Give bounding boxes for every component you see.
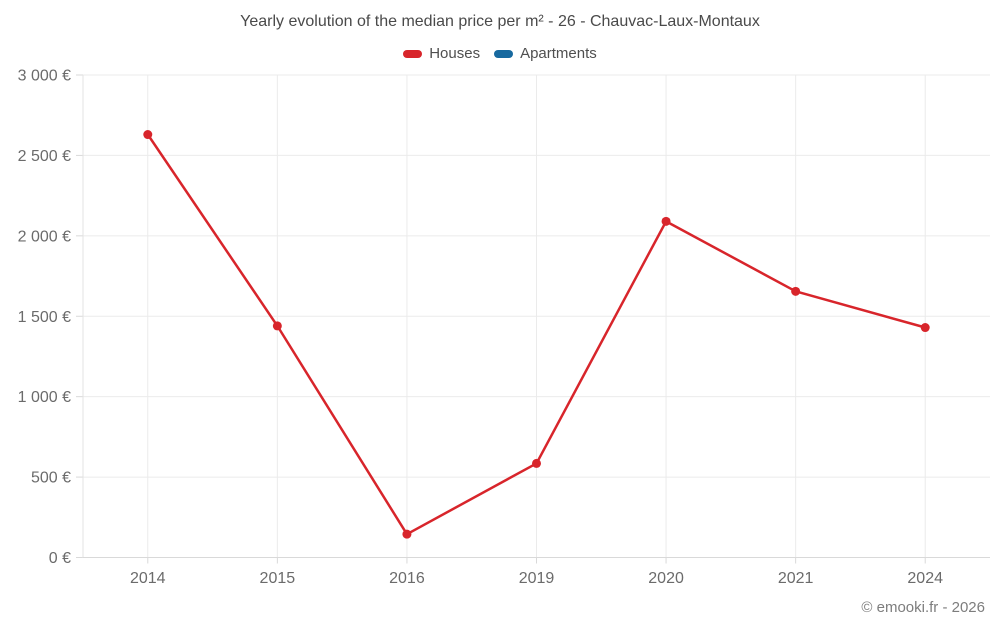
data-point-houses-2015[interactable] bbox=[272, 321, 282, 331]
y-tick-label: 500 € bbox=[31, 470, 71, 487]
data-point-houses-2016[interactable] bbox=[402, 529, 412, 539]
x-tick-label: 2024 bbox=[907, 570, 943, 587]
data-point-houses-2014[interactable] bbox=[143, 130, 153, 140]
data-point-houses-2019[interactable] bbox=[532, 458, 541, 468]
data-point-houses-2021[interactable] bbox=[791, 286, 801, 296]
data-point-houses-2020[interactable] bbox=[661, 216, 671, 226]
legend-swatch-apartments-icon bbox=[494, 49, 514, 58]
y-tick-label: 2 500 € bbox=[18, 148, 71, 165]
y-tick-label: 1 000 € bbox=[18, 389, 71, 406]
legend-item-apartments[interactable]: Apartments bbox=[494, 45, 597, 62]
x-tick-label: 2016 bbox=[389, 570, 425, 587]
legend-label-houses: Houses bbox=[429, 45, 481, 62]
x-tick-label: 2021 bbox=[778, 570, 814, 587]
legend-item-houses[interactable]: Houses bbox=[403, 45, 480, 62]
x-tick-label: 2019 bbox=[519, 570, 555, 587]
data-point-houses-2024[interactable] bbox=[920, 323, 930, 333]
y-tick-label: 3 000 € bbox=[18, 68, 71, 85]
y-tick-label: 0 € bbox=[49, 550, 71, 567]
chart-legend: Houses Apartments bbox=[0, 45, 1000, 62]
y-tick-label: 2 000 € bbox=[18, 228, 71, 245]
legend-label-apartments: Apartments bbox=[520, 45, 597, 62]
chart-title: Yearly evolution of the median price per… bbox=[240, 13, 760, 30]
legend-swatch-houses-icon bbox=[403, 49, 423, 58]
copyright-credit: © emooki.fr - 2026 bbox=[861, 599, 985, 616]
y-tick-label: 1 500 € bbox=[18, 309, 71, 326]
x-tick-label: 2015 bbox=[260, 570, 296, 587]
x-tick-label: 2020 bbox=[648, 570, 684, 587]
x-tick-label: 2014 bbox=[130, 570, 166, 587]
